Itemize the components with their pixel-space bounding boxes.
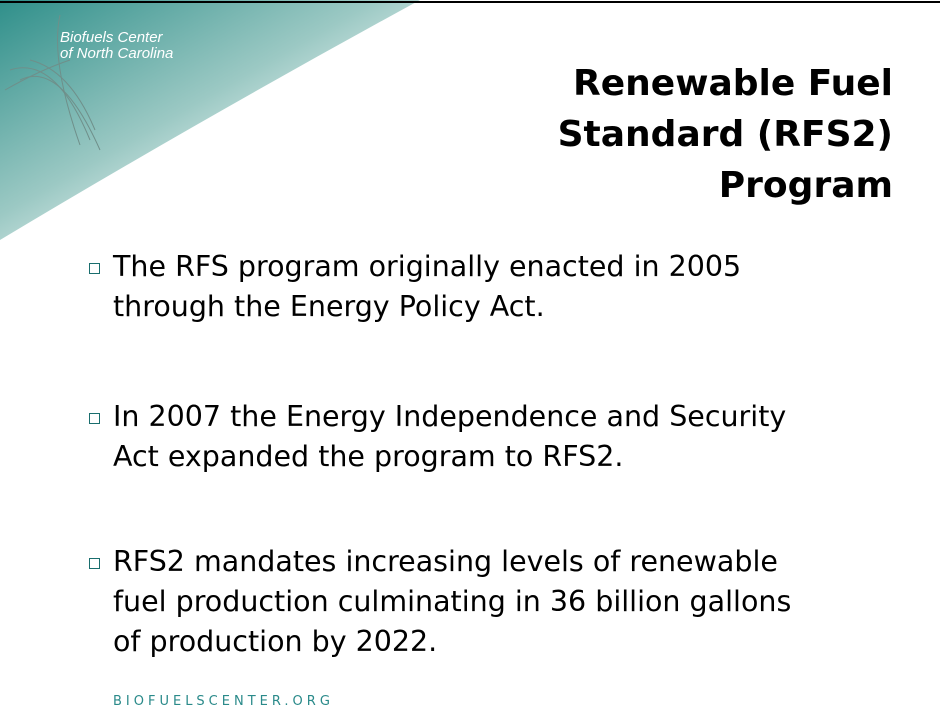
title-line: Renewable Fuel bbox=[573, 63, 893, 104]
title-line: Program bbox=[718, 165, 893, 206]
bullet-line: of production by 2022. bbox=[113, 625, 438, 658]
bullet: In 2007 the Energy Independence and Secu… bbox=[89, 397, 787, 477]
title-line: Standard (RFS2) bbox=[557, 114, 893, 155]
bullet-line: The RFS program originally enacted in 20… bbox=[113, 250, 742, 283]
bullet: RFS2 mandates increasing levels of renew… bbox=[89, 542, 792, 662]
bullet-line: Act expanded the program to RFS2. bbox=[113, 440, 624, 473]
slide-title: Renewable Fuel Standard (RFS2) Program bbox=[558, 58, 893, 211]
logo-line: of North Carolina bbox=[60, 45, 174, 62]
corner-gradient bbox=[0, 0, 420, 240]
bullet-line: through the Energy Policy Act. bbox=[113, 290, 545, 323]
logo: Biofuels Center of North Carolina bbox=[60, 30, 173, 62]
logo-line: Biofuels Center bbox=[60, 29, 163, 46]
bullet-line: fuel production culminating in 36 billio… bbox=[113, 585, 792, 618]
footer: BIOFUELSCENTER.ORG bbox=[113, 694, 334, 709]
logo-swoosh bbox=[4, 14, 101, 151]
bullet-line: In 2007 the Energy Independence and Secu… bbox=[113, 400, 787, 433]
bullet-line: RFS2 mandates increasing levels of renew… bbox=[113, 545, 778, 578]
bullet-marker bbox=[89, 263, 100, 274]
bullet-marker bbox=[89, 558, 100, 569]
bullet-marker bbox=[89, 413, 100, 424]
bullet: The RFS program originally enacted in 20… bbox=[89, 247, 742, 327]
